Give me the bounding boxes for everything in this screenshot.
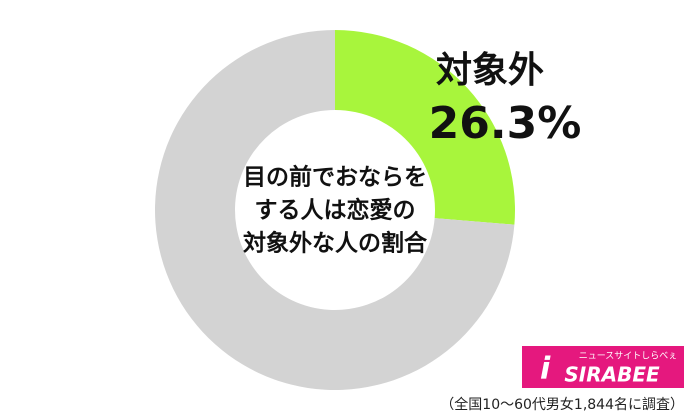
logo-name: SIRABEE <box>564 363 660 387</box>
donut-segment <box>335 30 515 225</box>
logo: i SIRABEE ニュースサイトしらべぇ <box>522 346 684 388</box>
logo-box <box>522 346 684 388</box>
logo-tagline: ニュースサイトしらべぇ <box>579 351 678 362</box>
logo-mark: i <box>540 352 551 387</box>
value-label: 26.3% <box>429 98 582 149</box>
center-label: する人は恋愛の <box>255 197 416 224</box>
segment-label: 対象外 <box>436 50 544 91</box>
center-label: 目の前でおならを <box>243 164 427 191</box>
footnote: （全国10～60代男女1,844名に調査） <box>440 396 684 413</box>
donut-segment <box>155 30 515 390</box>
center-label: 対象外な人の割合 <box>243 230 428 257</box>
